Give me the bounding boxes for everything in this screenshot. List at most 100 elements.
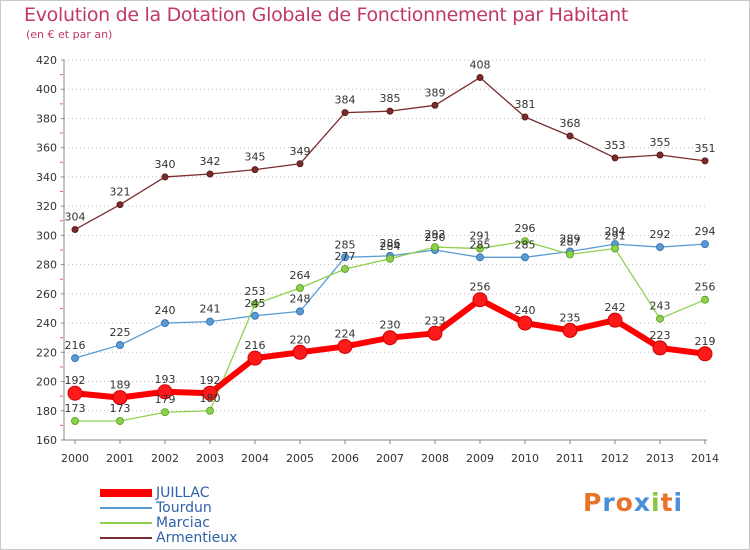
data-point-armentieux bbox=[656, 151, 664, 159]
data-point-juillac bbox=[517, 315, 533, 331]
data-label-juillac: 240 bbox=[515, 304, 536, 317]
data-point-marciac bbox=[296, 284, 304, 292]
data-point-marciac bbox=[206, 406, 214, 415]
data-point-juillac bbox=[607, 312, 623, 328]
chart-subtitle: (en € et par an) bbox=[26, 28, 113, 41]
legend-label: Tourdun bbox=[156, 500, 212, 516]
data-label-marciac: 291 bbox=[605, 230, 626, 243]
data-label-tourdun: 290 bbox=[425, 231, 446, 244]
data-point-marciac bbox=[71, 417, 79, 425]
data-label-juillac: 193 bbox=[155, 373, 176, 386]
data-label-juillac: 242 bbox=[605, 301, 626, 314]
x-tick-label: 2013 bbox=[646, 452, 674, 465]
data-label-juillac: 192 bbox=[65, 374, 86, 387]
data-point-marciac bbox=[386, 254, 394, 263]
logo-letter: o bbox=[615, 488, 634, 517]
x-tick-label: 2009 bbox=[466, 452, 494, 465]
data-point-juillac bbox=[427, 325, 443, 341]
y-tick-label: 160 bbox=[36, 434, 57, 447]
data-point-juillac bbox=[202, 385, 218, 401]
data-label-armentieux: 321 bbox=[110, 186, 131, 199]
data-label-tourdun: 285 bbox=[470, 238, 491, 251]
data-label-armentieux: 353 bbox=[605, 139, 626, 152]
data-point-marciac bbox=[611, 244, 619, 253]
legend-swatch bbox=[100, 537, 152, 539]
data-point-armentieux bbox=[611, 154, 619, 162]
x-tick-label: 2012 bbox=[601, 452, 629, 465]
data-label-armentieux: 345 bbox=[245, 151, 266, 164]
data-label-armentieux: 342 bbox=[200, 155, 221, 168]
legend-item-tourdun: Tourdun bbox=[100, 501, 212, 515]
data-label-tourdun: 292 bbox=[650, 228, 671, 241]
data-label-marciac: 180 bbox=[200, 392, 221, 405]
data-label-juillac: 224 bbox=[335, 327, 356, 340]
data-label-tourdun: 285 bbox=[515, 238, 536, 251]
legend-swatch bbox=[100, 522, 152, 524]
data-point-juillac bbox=[247, 350, 263, 366]
data-label-juillac: 192 bbox=[200, 374, 221, 387]
data-label-tourdun: 241 bbox=[200, 303, 221, 316]
y-tick-label: 320 bbox=[36, 200, 57, 213]
data-label-armentieux: 349 bbox=[290, 145, 311, 158]
data-label-juillac: 219 bbox=[695, 335, 716, 348]
data-point-marciac bbox=[476, 244, 484, 253]
data-label-marciac: 253 bbox=[245, 285, 266, 298]
data-label-juillac: 235 bbox=[560, 311, 581, 324]
legend-item-marciac: Marciac bbox=[100, 516, 210, 530]
data-label-tourdun: 245 bbox=[245, 297, 266, 310]
x-tick-label: 2004 bbox=[241, 452, 269, 465]
y-tick-label: 340 bbox=[36, 171, 57, 184]
data-label-tourdun: 289 bbox=[560, 232, 581, 245]
data-label-armentieux: 384 bbox=[335, 94, 356, 107]
data-label-marciac: 173 bbox=[65, 402, 86, 415]
data-point-armentieux bbox=[71, 226, 79, 234]
data-point-tourdun bbox=[476, 253, 484, 262]
data-point-tourdun bbox=[701, 240, 709, 249]
data-point-armentieux bbox=[116, 201, 124, 209]
data-point-juillac bbox=[112, 390, 128, 406]
legend-swatch bbox=[100, 507, 152, 509]
x-tick-label: 2010 bbox=[511, 452, 539, 465]
data-point-armentieux bbox=[296, 160, 304, 168]
data-point-juillac bbox=[652, 340, 668, 356]
data-point-tourdun bbox=[116, 341, 124, 349]
y-tick-label: 400 bbox=[36, 83, 57, 96]
data-label-marciac: 264 bbox=[290, 269, 311, 282]
data-label-juillac: 189 bbox=[110, 379, 131, 392]
data-label-marciac: 256 bbox=[695, 281, 716, 294]
data-label-tourdun: 294 bbox=[605, 225, 626, 238]
data-label-marciac: 287 bbox=[560, 235, 581, 248]
data-label-juillac: 223 bbox=[650, 329, 671, 342]
data-point-juillac bbox=[292, 344, 308, 360]
logo-letter: r bbox=[602, 488, 616, 517]
legend-swatch bbox=[100, 489, 152, 497]
data-point-juillac bbox=[697, 346, 713, 362]
data-label-armentieux: 351 bbox=[695, 142, 716, 155]
logo-letter: i bbox=[673, 488, 684, 517]
data-label-tourdun: 286 bbox=[380, 237, 401, 250]
data-label-armentieux: 340 bbox=[155, 158, 176, 171]
data-point-armentieux bbox=[701, 157, 709, 165]
data-point-marciac bbox=[521, 237, 529, 246]
data-point-marciac bbox=[341, 265, 349, 273]
data-point-juillac bbox=[472, 292, 488, 308]
x-tick-label: 2006 bbox=[331, 452, 359, 465]
data-point-marciac bbox=[701, 295, 709, 304]
data-label-armentieux: 368 bbox=[560, 117, 581, 130]
data-label-marciac: 179 bbox=[155, 393, 176, 406]
data-point-marciac bbox=[656, 314, 664, 323]
x-tick-label: 2011 bbox=[556, 452, 584, 465]
data-point-juillac bbox=[157, 384, 173, 400]
logo-letter: P bbox=[583, 488, 603, 517]
data-point-marciac bbox=[431, 243, 439, 252]
data-label-juillac: 233 bbox=[425, 314, 446, 327]
x-tick-label: 2002 bbox=[151, 452, 179, 465]
legend-label: JUILLAC bbox=[156, 485, 210, 501]
x-tick-label: 2014 bbox=[691, 452, 719, 465]
data-label-juillac: 256 bbox=[470, 281, 491, 294]
data-point-tourdun bbox=[656, 243, 664, 252]
data-point-tourdun bbox=[296, 307, 304, 316]
data-label-marciac: 296 bbox=[515, 222, 536, 235]
data-label-tourdun: 240 bbox=[155, 304, 176, 317]
